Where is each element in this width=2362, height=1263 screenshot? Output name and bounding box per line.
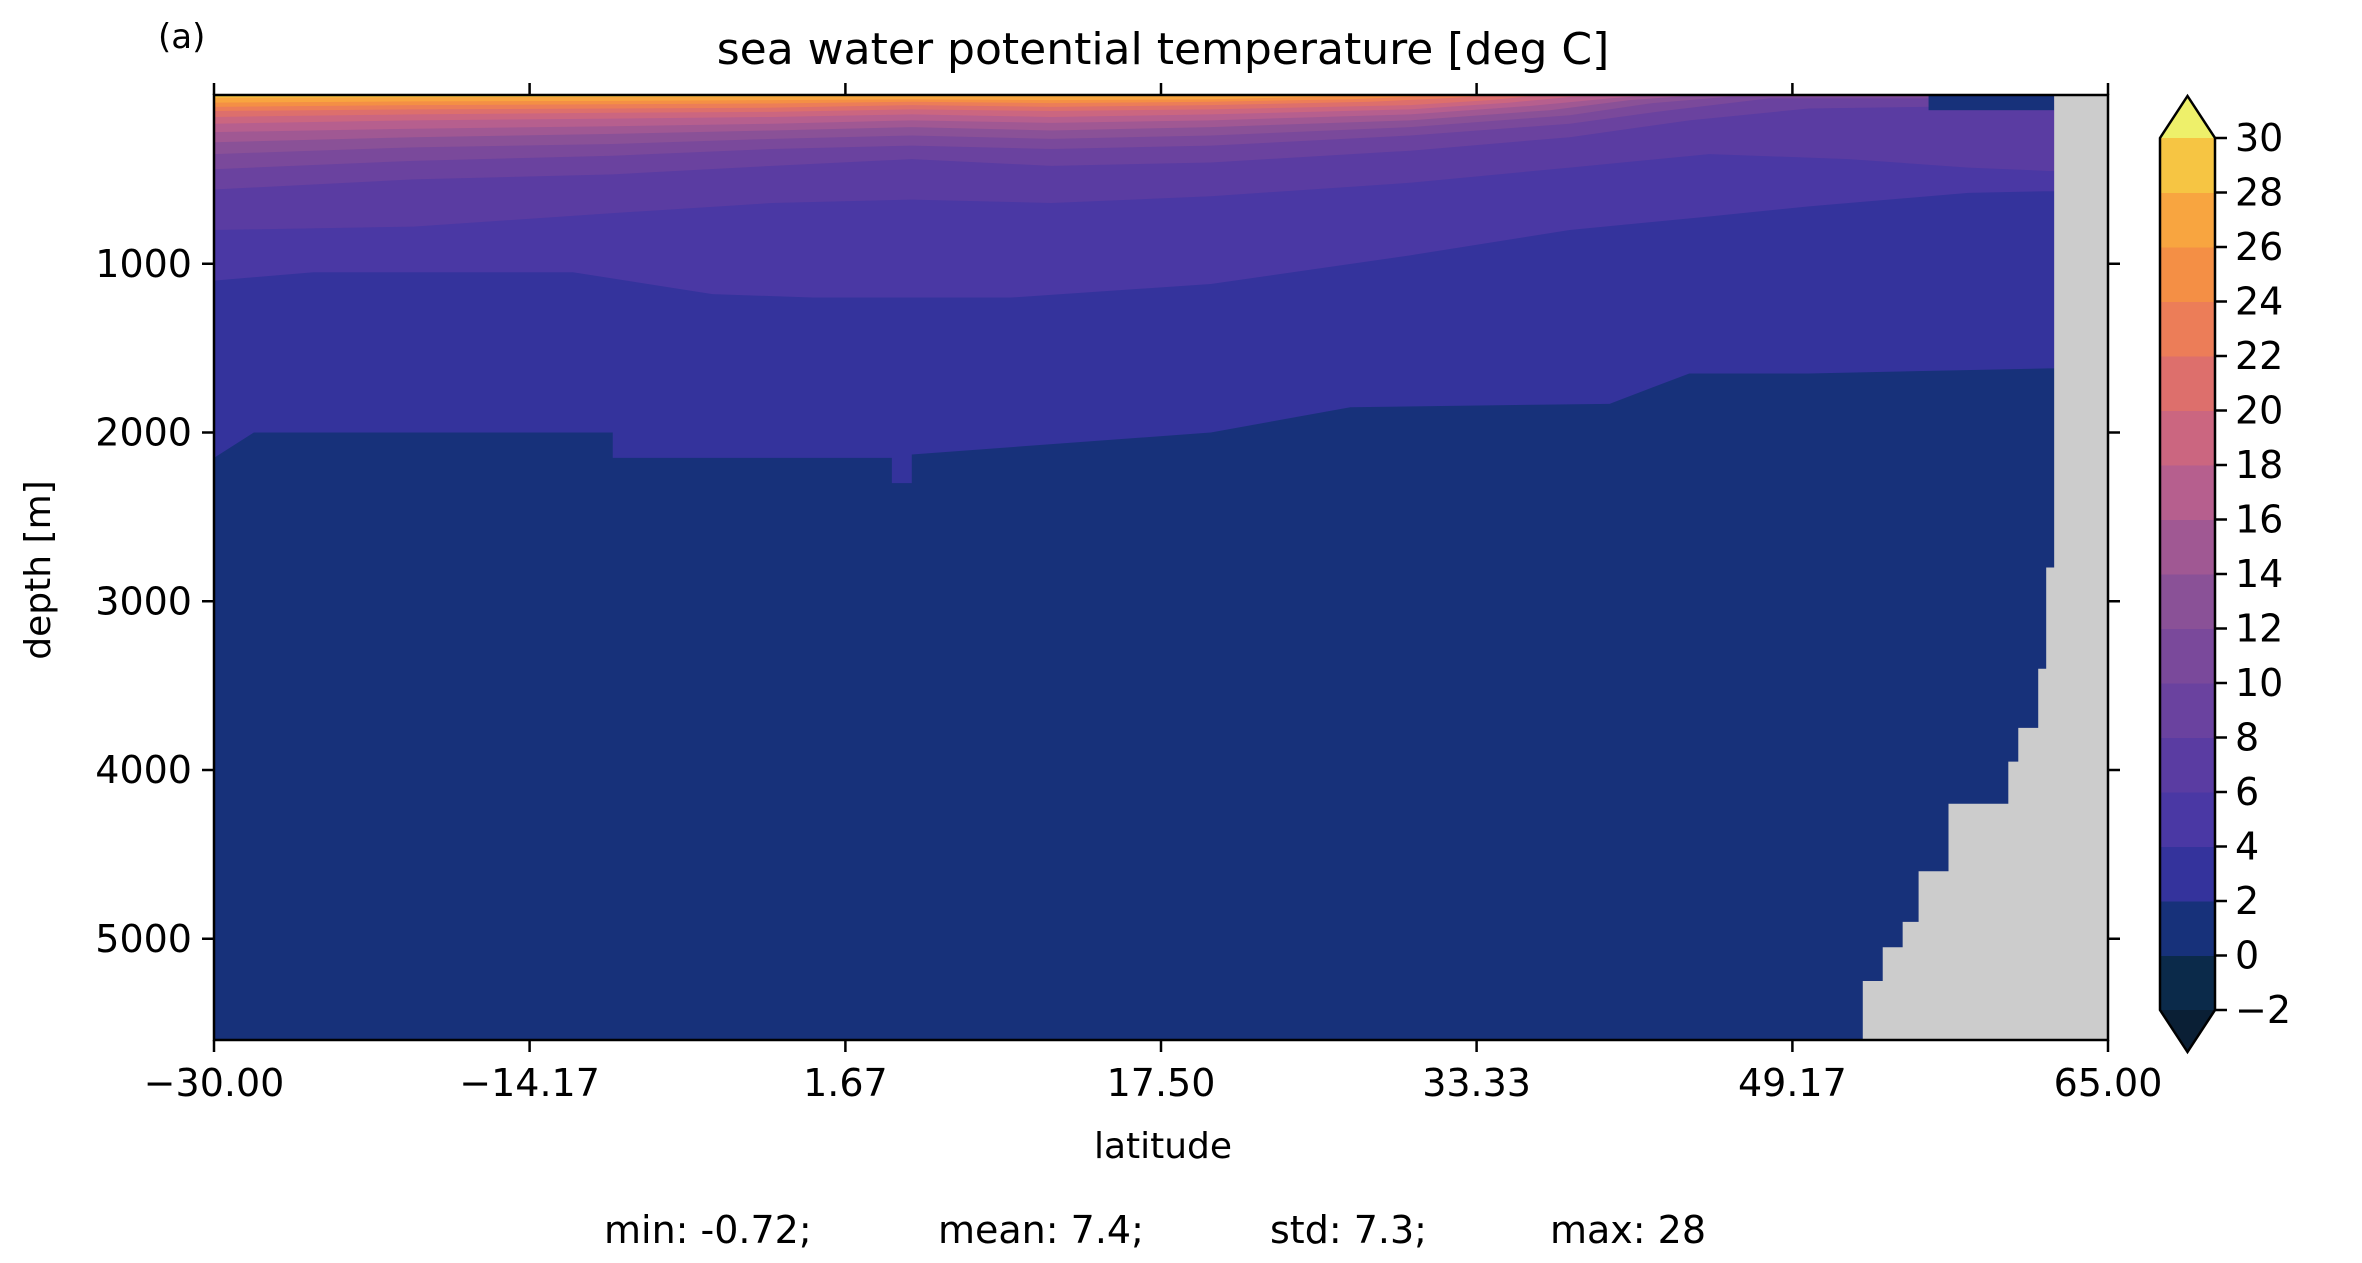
colorbar-band	[2160, 628, 2215, 684]
y-tick-label: 5000	[95, 917, 192, 961]
panel-label: (a)	[158, 17, 205, 57]
colorbar-band	[2160, 192, 2215, 248]
y-tick-label: 1000	[95, 242, 192, 286]
y-axis-label: depth [m]	[18, 480, 59, 659]
plot-area	[212, 93, 2110, 1042]
colorbar-band	[2160, 846, 2215, 902]
x-tick-label: −30.00	[144, 1061, 285, 1105]
colorbar-tick-label: 8	[2235, 716, 2259, 760]
colorbar-tick-label: 28	[2235, 171, 2283, 215]
colorbar-band	[2160, 683, 2215, 738]
colorbar-tick-label: 24	[2235, 280, 2283, 324]
colorbar-tick-label: 0	[2235, 934, 2259, 978]
colorbar-band	[2160, 465, 2215, 520]
colorbar-tick-label: 12	[2235, 607, 2283, 651]
colorbar-band	[2160, 737, 2215, 793]
x-tick-label: 1.67	[803, 1061, 888, 1105]
x-tick-label: 33.33	[1422, 1061, 1531, 1105]
x-tick-label: −14.17	[459, 1061, 600, 1105]
stat-max: max: 28	[1550, 1208, 1706, 1252]
y-tick-label: 2000	[95, 411, 192, 455]
y-tick-label: 3000	[95, 579, 192, 623]
colorbar-band	[2160, 138, 2215, 193]
x-tick-label: 49.17	[1738, 1061, 1847, 1105]
colorbar-tick-label: 22	[2235, 334, 2283, 378]
colorbar-tick-label: 26	[2235, 225, 2283, 269]
colorbar-tick-label: 6	[2235, 770, 2259, 814]
colorbar-band	[2160, 792, 2215, 847]
chart-title: sea water potential temperature [deg C]	[717, 24, 1610, 75]
colorbar-band	[2160, 574, 2215, 629]
field-layers	[214, 95, 2108, 1040]
x-axis-label: latitude	[1094, 1126, 1232, 1167]
colorbar-band	[2160, 247, 2215, 302]
y-axis: 1000 2000 3000 4000 5000	[95, 242, 2120, 961]
colorbar-tick-label: 18	[2235, 443, 2283, 487]
colorbar-band	[2160, 901, 2215, 956]
colorbar-tick-label: 20	[2235, 389, 2283, 433]
colorbar-tick-label: −2	[2235, 988, 2291, 1032]
colorbar-tick-label: 4	[2235, 825, 2259, 869]
x-tick-label: 65.00	[2054, 1061, 2163, 1105]
colorbar-tick-label: 14	[2235, 552, 2283, 596]
cold-surface-patch	[1928, 95, 2055, 111]
colorbar-band	[2160, 356, 2215, 411]
band-26	[214, 95, 2108, 103]
colorbar-tick-label: 30	[2235, 116, 2283, 160]
colorbar-extend-bottom	[2160, 1010, 2215, 1052]
stat-std: std: 7.3;	[1270, 1208, 1427, 1252]
stat-mean: mean: 7.4;	[938, 1208, 1144, 1252]
y-tick-label: 4000	[95, 748, 192, 792]
colorbar-band	[2160, 410, 2215, 466]
x-tick-label: 17.50	[1107, 1061, 1216, 1105]
stat-min: min: -0.72;	[604, 1208, 812, 1252]
stats-line: min: -0.72; mean: 7.4; std: 7.3; max: 28	[604, 1208, 1706, 1252]
x-axis: −30.00 −14.17 1.67 17.50 33.33 49.17 65.00	[144, 83, 2163, 1105]
colorbar-band	[2160, 955, 2215, 1011]
colorbar-band	[2160, 519, 2215, 575]
colorbar-tick-label: 10	[2235, 661, 2283, 705]
land-mask	[1862, 95, 2108, 1040]
colorbar-band	[2160, 301, 2215, 357]
colorbar-extend-top	[2160, 96, 2215, 138]
colorbar-tick-label: 16	[2235, 498, 2283, 542]
colorbar-tick-label: 2	[2235, 879, 2259, 923]
